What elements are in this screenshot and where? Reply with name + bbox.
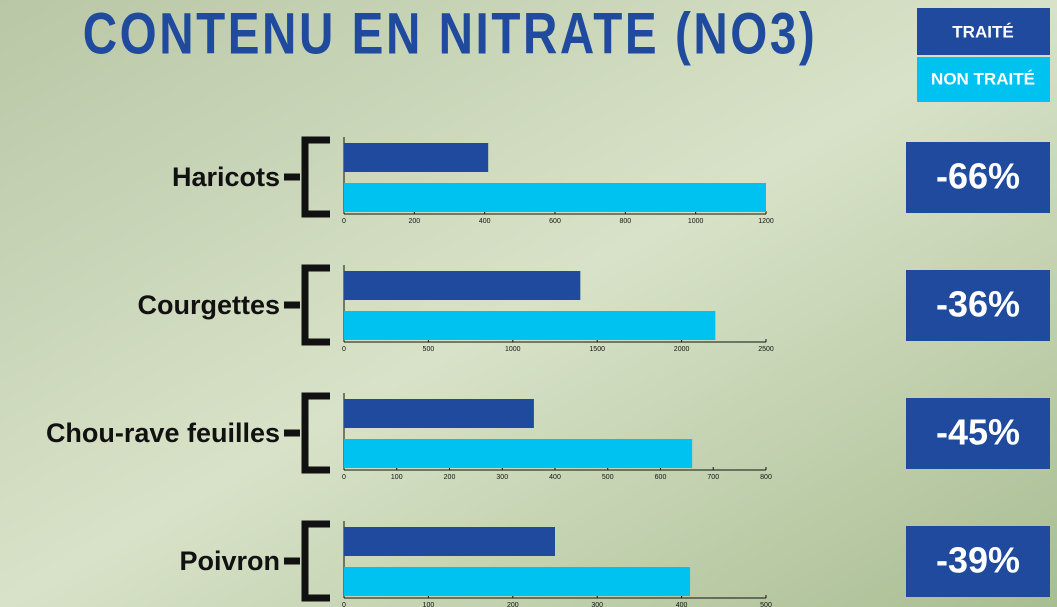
page-title: CONTENU EN NITRATE (NO3) xyxy=(83,2,818,67)
x-tick-label: 600 xyxy=(655,474,667,481)
annotation: -66% xyxy=(936,156,1020,197)
x-tick-label: 800 xyxy=(619,218,631,225)
x-tick-label: 1500 xyxy=(589,346,605,353)
x-tick-label: 0 xyxy=(342,218,346,225)
x-tick-label: 700 xyxy=(707,474,719,481)
x-tick-label: 0 xyxy=(342,346,346,353)
category-label: Courgettes xyxy=(137,290,280,320)
x-tick-label: 2500 xyxy=(758,346,774,353)
x-tick-label: 0 xyxy=(342,602,346,607)
x-tick-label: 200 xyxy=(507,602,519,607)
x-tick-label: 500 xyxy=(602,474,614,481)
legend-label: TRAITÉ xyxy=(952,22,1013,41)
chart: CONTENU EN NITRATE (NO3) TRAITÉ NON TRAI… xyxy=(0,0,1057,607)
x-tick-label: 400 xyxy=(549,474,561,481)
bar xyxy=(344,183,766,212)
x-tick-label: 300 xyxy=(496,474,508,481)
x-tick-label: 500 xyxy=(760,602,772,607)
x-tick-label: 1200 xyxy=(758,218,774,225)
x-tick-label: 500 xyxy=(423,346,435,353)
bar xyxy=(344,143,488,172)
x-tick-label: 200 xyxy=(408,218,420,225)
x-tick-label: 800 xyxy=(760,474,772,481)
bar xyxy=(344,271,580,300)
annotation: -39% xyxy=(936,540,1020,581)
annotation: -36% xyxy=(936,284,1020,325)
x-tick-label: 400 xyxy=(676,602,688,607)
x-tick-label: 2000 xyxy=(674,346,690,353)
x-tick-label: 400 xyxy=(479,218,491,225)
x-tick-label: 0 xyxy=(342,474,346,481)
bar xyxy=(344,399,534,428)
bar xyxy=(344,439,692,468)
bar xyxy=(344,567,690,596)
x-tick-label: 100 xyxy=(391,474,403,481)
x-tick-label: 300 xyxy=(591,602,603,607)
legend-label: NON TRAITÉ xyxy=(931,69,1035,88)
x-tick-label: 200 xyxy=(444,474,456,481)
category-label: Poivron xyxy=(179,546,280,576)
category-label: Chou-rave feuilles xyxy=(46,418,280,448)
x-tick-label: 1000 xyxy=(505,346,521,353)
annotation: -45% xyxy=(936,412,1020,453)
x-tick-label: 1000 xyxy=(688,218,704,225)
x-tick-label: 600 xyxy=(549,218,561,225)
bar xyxy=(344,527,555,556)
bar xyxy=(344,311,715,340)
x-tick-label: 100 xyxy=(423,602,435,607)
category-label: Haricots xyxy=(172,162,280,192)
